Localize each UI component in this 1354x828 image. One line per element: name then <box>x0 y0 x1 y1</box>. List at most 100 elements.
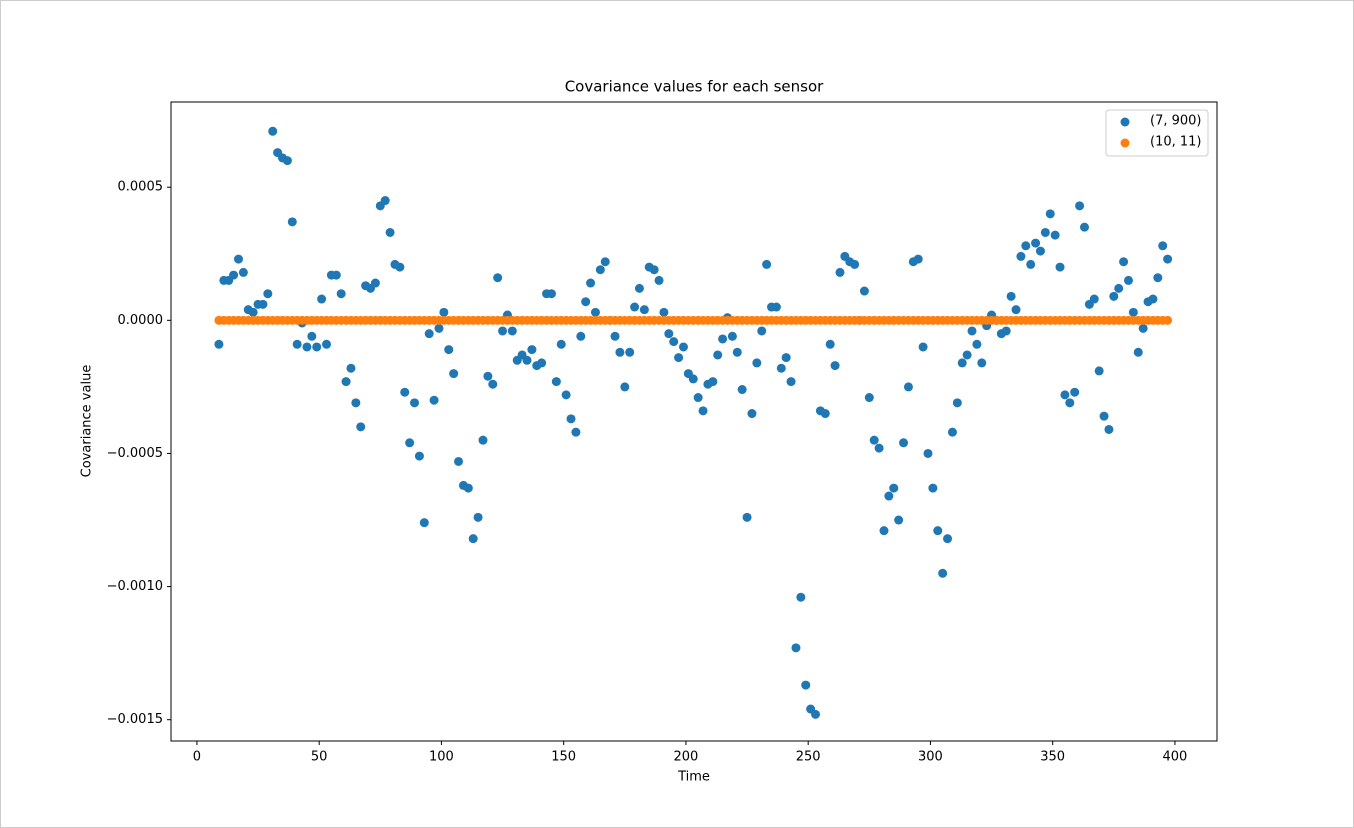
scatter-point <box>879 526 889 536</box>
scatter-point <box>507 326 517 336</box>
scatter-point <box>370 278 380 288</box>
scatter-point <box>498 326 508 336</box>
scatter-point <box>757 326 767 336</box>
x-tick-label: 400 <box>1163 750 1188 765</box>
scatter-point <box>972 339 982 349</box>
scatter-point <box>1016 251 1026 261</box>
scatter-point <box>830 361 840 371</box>
scatter-point <box>938 568 948 578</box>
scatter-point <box>718 334 728 344</box>
scatter-point <box>869 435 879 445</box>
scatter-point <box>556 339 566 349</box>
scatter-point <box>1026 259 1036 269</box>
scatter-point <box>312 342 322 352</box>
scatter-point <box>546 289 556 299</box>
scatter-point <box>1075 201 1085 211</box>
scatter-point <box>620 382 630 392</box>
scatter-point <box>615 347 625 357</box>
scatter-point <box>825 339 835 349</box>
legend-marker <box>1120 117 1130 127</box>
x-tick-label: 250 <box>796 750 821 765</box>
scatter-point <box>791 643 801 653</box>
scatter-point <box>820 409 830 419</box>
scatter-point <box>1104 424 1114 434</box>
scatter-point <box>664 329 674 339</box>
scatter-point <box>913 254 923 264</box>
scatter-point <box>801 680 811 690</box>
scatter-point <box>1011 305 1021 315</box>
scatter-point <box>1114 283 1124 293</box>
scatter-point <box>248 307 258 317</box>
scatter-point <box>1138 323 1148 333</box>
scatter-point <box>967 326 977 336</box>
scatter-point <box>708 377 718 387</box>
scatter-point <box>962 350 972 360</box>
y-tick-label: −0.0010 <box>107 579 163 594</box>
scatter-point <box>727 331 737 341</box>
scatter-point <box>488 379 498 389</box>
scatter-point <box>444 345 454 355</box>
scatter-point <box>874 443 884 453</box>
scatter-point <box>424 329 434 339</box>
scatter-point <box>639 305 649 315</box>
scatter-point <box>835 267 845 277</box>
scatter-point <box>600 257 610 267</box>
scatter-point <box>336 289 346 299</box>
x-tick-label: 100 <box>429 750 454 765</box>
scatter-point <box>473 512 483 522</box>
scatter-point <box>762 259 772 269</box>
scatter-point <box>1050 230 1060 240</box>
scatter-point <box>268 126 278 136</box>
scatter-point <box>864 393 874 403</box>
scatter-point <box>796 592 806 602</box>
y-tick-label: −0.0005 <box>107 446 163 461</box>
scatter-point <box>752 358 762 368</box>
scatter-point <box>649 265 659 275</box>
x-tick-label: 300 <box>918 750 943 765</box>
scatter-point <box>894 515 904 525</box>
scatter-point <box>698 406 708 416</box>
scatter-point <box>586 278 596 288</box>
scatter-point <box>859 286 869 296</box>
scatter-point <box>928 483 938 493</box>
scatter-point <box>561 390 571 400</box>
scatter-point <box>341 377 351 387</box>
scatter-point <box>400 387 410 397</box>
scatter-point <box>395 262 405 272</box>
scatter-point <box>346 363 356 373</box>
scatter-point <box>351 398 361 408</box>
legend-marker <box>1120 138 1130 148</box>
scatter-point <box>918 342 928 352</box>
scatter-point <box>302 342 312 352</box>
scatter-point <box>1089 294 1099 304</box>
scatter-point <box>850 259 860 269</box>
scatter-point <box>947 427 957 437</box>
legend-label: (10, 11) <box>1150 135 1202 150</box>
x-axis-label: Time <box>677 770 710 785</box>
scatter-point <box>737 385 747 395</box>
legend-label: (7, 900) <box>1150 114 1202 129</box>
scatter-point <box>429 395 439 405</box>
scatter-point <box>449 369 459 379</box>
scatter-point <box>1055 262 1065 272</box>
scatter-point <box>385 227 395 237</box>
scatter-point <box>943 534 953 544</box>
scatter-point <box>214 339 224 349</box>
scatter-point <box>317 294 327 304</box>
scatter-point <box>322 339 332 349</box>
y-tick-label: 0.0000 <box>118 313 164 328</box>
scatter-point <box>282 156 292 166</box>
scatter-point <box>595 265 605 275</box>
x-tick-label: 0 <box>193 750 201 765</box>
scatter-point <box>522 355 532 365</box>
scatter-point <box>590 307 600 317</box>
scatter-point <box>1099 411 1109 421</box>
scatter-point <box>263 289 273 299</box>
scatter-point <box>551 377 561 387</box>
scatter-point <box>1070 387 1080 397</box>
x-tick-label: 200 <box>674 750 699 765</box>
scatter-point <box>1094 366 1104 376</box>
plot-frame <box>170 101 1218 742</box>
scatter-point <box>889 483 899 493</box>
